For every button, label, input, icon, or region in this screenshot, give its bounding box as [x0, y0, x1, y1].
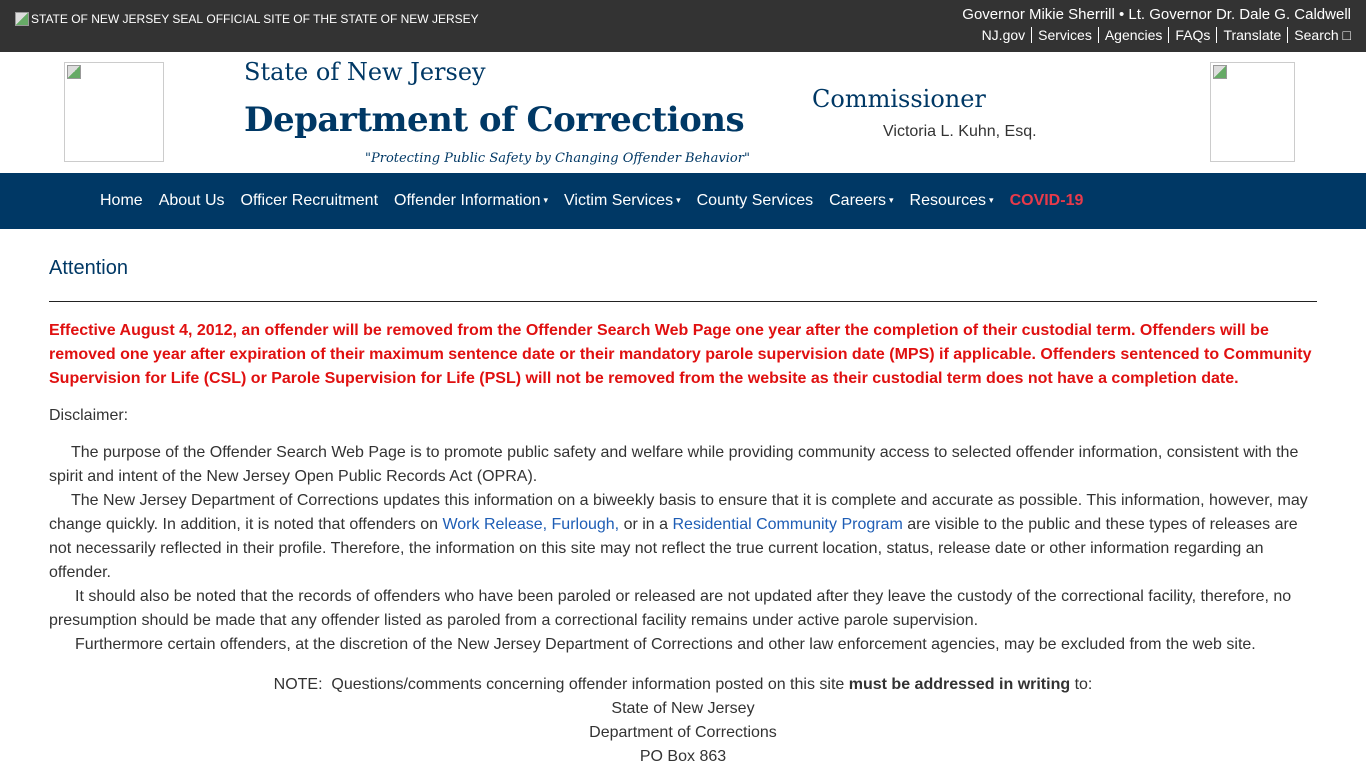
official-site-banner: STATE OF NEW JERSEY SEAL OFFICIAL SITE O… — [15, 12, 479, 26]
main-content: Attention Effective August 4, 2012, an o… — [0, 257, 1366, 769]
caret-down-icon: ▾ — [543, 195, 549, 206]
commissioner-label: Commissioner — [812, 85, 986, 113]
nav-county-services[interactable]: County Services — [696, 192, 814, 209]
address-line: State of New Jersey — [611, 700, 755, 717]
nav-label: Careers — [829, 192, 887, 209]
nav-offender-information[interactable]: Offender Information ▾ — [386, 192, 556, 210]
nav-label: Offender Information — [394, 192, 541, 209]
doc-logo-image[interactable] — [64, 62, 164, 162]
nj-seal-image — [15, 12, 29, 26]
link-agencies[interactable]: Agencies — [1098, 27, 1170, 43]
link-search[interactable]: Search □ — [1294, 27, 1351, 43]
address-line: Department of Corrections — [589, 724, 777, 741]
address-line: PO Box 863 — [639, 748, 727, 765]
caret-down-icon: ▾ — [676, 195, 681, 206]
nav-label: Victim Services — [564, 192, 674, 209]
nav-label: Resources — [909, 192, 987, 209]
nav-victim-services[interactable]: Victim Services ▾ — [556, 192, 689, 210]
governor-text: Governor Mikie Sherrill • Lt. Governor D… — [962, 6, 1351, 23]
nav-careers[interactable]: Careers ▾ — [821, 192, 901, 210]
link-nj-gov[interactable]: NJ.gov — [975, 27, 1033, 43]
nav-covid-19[interactable]: COVID-19 — [1009, 192, 1084, 209]
state-title: State of New Jersey — [244, 58, 486, 86]
link-residential-community-program[interactable]: Residential Community Program — [672, 516, 903, 533]
commissioner-name: Victoria L. Kuhn, Esq. — [883, 123, 1037, 140]
nav-officer-recruitment[interactable]: Officer Recruitment — [240, 192, 379, 209]
top-bar: STATE OF NEW JERSEY SEAL OFFICIAL SITE O… — [0, 0, 1366, 52]
paragraph-paroled: It should also be noted that the records… — [49, 588, 1292, 629]
note-text: to: — [1070, 676, 1093, 693]
caret-down-icon: ▾ — [889, 195, 894, 206]
divider — [49, 301, 1317, 302]
disclaimer-label: Disclaimer: — [49, 407, 129, 424]
text: The New Jersey Department of Corrections… — [49, 492, 1308, 533]
main-nav: Home About Us Officer Recruitment Offend… — [0, 173, 1366, 229]
link-services[interactable]: Services — [1032, 27, 1099, 43]
caret-down-icon: ▾ — [989, 195, 994, 206]
motto: "Protecting Public Safety by Changing Of… — [365, 151, 750, 166]
text: are visible to the public and these type… — [49, 516, 1298, 581]
page-title: Attention — [49, 257, 128, 279]
link-faqs[interactable]: FAQs — [1169, 27, 1218, 43]
nav-home[interactable]: Home — [100, 192, 143, 209]
removal-warning: Effective August 4, 2012, an offender wi… — [49, 322, 1312, 387]
official-site-text: OFFICIAL SITE OF THE STATE OF NEW JERSEY — [206, 12, 479, 26]
note-text: NOTE: Questions/comments concerning offe… — [273, 676, 849, 693]
paragraph-updates: The New Jersey Department of Corrections… — [49, 489, 1317, 585]
commissioner-photo — [1210, 62, 1295, 162]
text: or in a — [619, 516, 673, 533]
paragraph-purpose: The purpose of the Offender Search Web P… — [49, 444, 1299, 485]
site-header: State of New Jersey Department of Correc… — [0, 52, 1366, 173]
nav-about-us[interactable]: About Us — [158, 192, 225, 209]
contact-note: NOTE: Questions/comments concerning offe… — [49, 673, 1317, 769]
link-translate[interactable]: Translate — [1217, 27, 1289, 43]
nav-resources[interactable]: Resources ▾ — [902, 192, 1002, 210]
department-title: Department of Corrections — [244, 100, 745, 140]
paragraph-excluded: Furthermore certain offenders, at the di… — [75, 636, 1256, 653]
link-work-release-furlough[interactable]: Work Release, Furlough, — [442, 516, 620, 533]
seal-alt-text: STATE OF NEW JERSEY SEAL — [31, 12, 204, 26]
note-bold: must be addressed in writing — [848, 676, 1071, 693]
